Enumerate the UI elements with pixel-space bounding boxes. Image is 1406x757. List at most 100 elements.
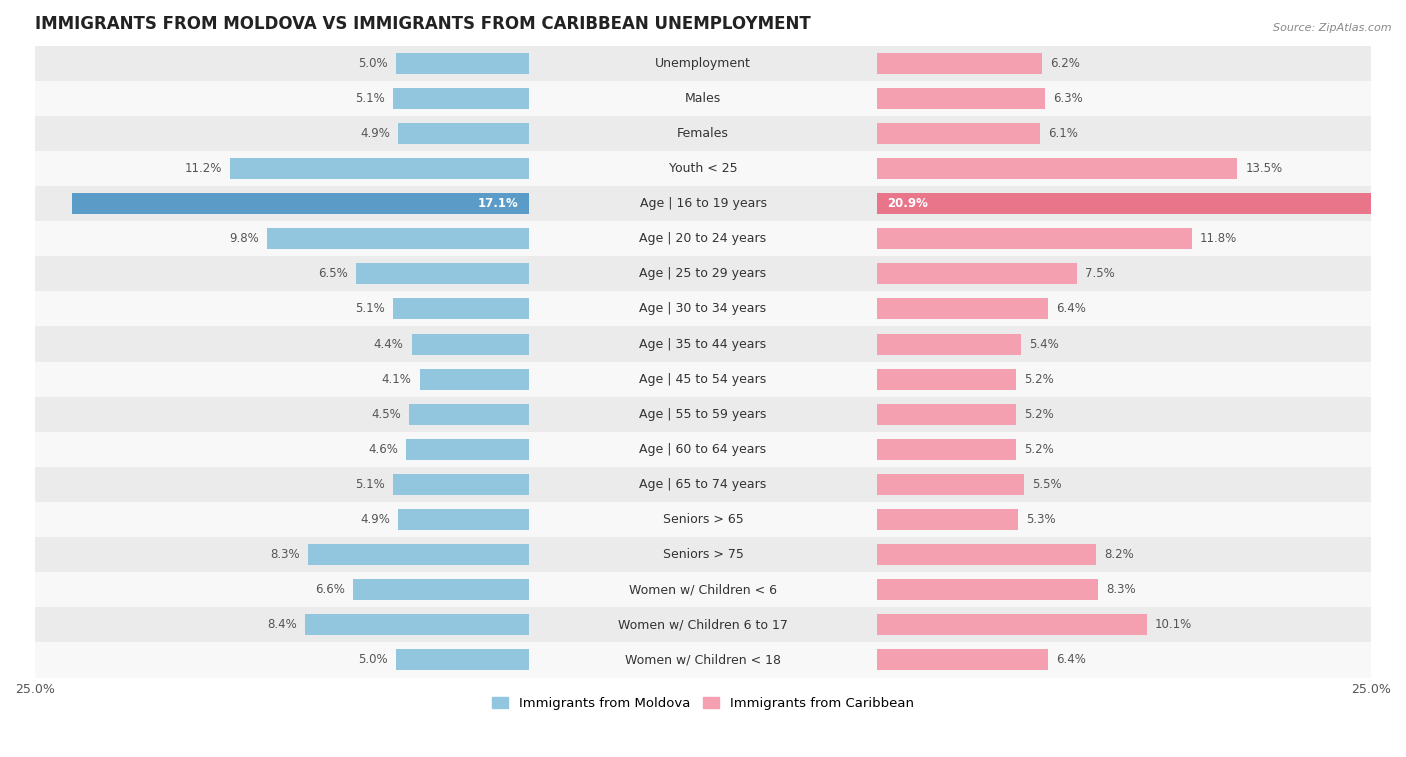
- Bar: [412, 334, 529, 354]
- Bar: [877, 298, 1047, 319]
- Bar: [394, 298, 529, 319]
- Bar: [353, 579, 529, 600]
- Bar: [35, 291, 1371, 326]
- Bar: [35, 537, 1371, 572]
- Text: 4.9%: 4.9%: [360, 127, 391, 140]
- Bar: [877, 509, 1018, 530]
- Bar: [395, 53, 529, 73]
- Text: 6.6%: 6.6%: [315, 583, 344, 597]
- Text: 4.9%: 4.9%: [360, 513, 391, 526]
- Bar: [877, 193, 1406, 214]
- Text: 8.4%: 8.4%: [267, 618, 297, 631]
- Text: Age | 55 to 59 years: Age | 55 to 59 years: [640, 408, 766, 421]
- Bar: [308, 544, 529, 565]
- Text: 13.5%: 13.5%: [1246, 162, 1282, 175]
- Bar: [877, 263, 1077, 285]
- Text: 6.4%: 6.4%: [1056, 653, 1085, 666]
- Text: 8.2%: 8.2%: [1104, 548, 1133, 561]
- Text: Source: ZipAtlas.com: Source: ZipAtlas.com: [1274, 23, 1392, 33]
- Bar: [35, 257, 1371, 291]
- Text: 6.2%: 6.2%: [1050, 57, 1080, 70]
- Text: 5.2%: 5.2%: [1024, 372, 1053, 385]
- Text: 8.3%: 8.3%: [270, 548, 299, 561]
- Text: 6.5%: 6.5%: [318, 267, 347, 280]
- Bar: [35, 467, 1371, 502]
- Bar: [35, 362, 1371, 397]
- Bar: [877, 158, 1237, 179]
- Text: Females: Females: [678, 127, 728, 140]
- Text: Age | 30 to 34 years: Age | 30 to 34 years: [640, 303, 766, 316]
- Text: 5.4%: 5.4%: [1029, 338, 1059, 350]
- Bar: [35, 45, 1371, 81]
- Text: 5.3%: 5.3%: [1026, 513, 1056, 526]
- Bar: [877, 334, 1021, 354]
- Text: Seniors > 75: Seniors > 75: [662, 548, 744, 561]
- Bar: [35, 502, 1371, 537]
- Text: 8.3%: 8.3%: [1107, 583, 1136, 597]
- Bar: [35, 81, 1371, 116]
- Bar: [35, 116, 1371, 151]
- Bar: [877, 579, 1098, 600]
- Text: Age | 45 to 54 years: Age | 45 to 54 years: [640, 372, 766, 385]
- Bar: [35, 572, 1371, 607]
- Bar: [877, 439, 1015, 460]
- Bar: [877, 403, 1015, 425]
- Text: Seniors > 65: Seniors > 65: [662, 513, 744, 526]
- Text: Women w/ Children 6 to 17: Women w/ Children 6 to 17: [619, 618, 787, 631]
- Bar: [877, 88, 1045, 109]
- Text: Age | 65 to 74 years: Age | 65 to 74 years: [640, 478, 766, 491]
- Text: Age | 35 to 44 years: Age | 35 to 44 years: [640, 338, 766, 350]
- Bar: [394, 474, 529, 495]
- Bar: [877, 650, 1047, 671]
- Text: 4.5%: 4.5%: [371, 408, 401, 421]
- Text: 4.1%: 4.1%: [382, 372, 412, 385]
- Text: Women w/ Children < 6: Women w/ Children < 6: [628, 583, 778, 597]
- Bar: [877, 544, 1095, 565]
- Text: 5.1%: 5.1%: [356, 92, 385, 104]
- Text: 7.5%: 7.5%: [1085, 267, 1115, 280]
- Bar: [420, 369, 529, 390]
- Bar: [35, 607, 1371, 643]
- Bar: [409, 403, 529, 425]
- Text: 11.8%: 11.8%: [1201, 232, 1237, 245]
- Bar: [35, 221, 1371, 257]
- Bar: [877, 228, 1192, 249]
- Text: IMMIGRANTS FROM MOLDOVA VS IMMIGRANTS FROM CARIBBEAN UNEMPLOYMENT: IMMIGRANTS FROM MOLDOVA VS IMMIGRANTS FR…: [35, 15, 811, 33]
- Text: Age | 20 to 24 years: Age | 20 to 24 years: [640, 232, 766, 245]
- Text: 5.2%: 5.2%: [1024, 443, 1053, 456]
- Bar: [877, 123, 1039, 144]
- Text: 6.1%: 6.1%: [1047, 127, 1077, 140]
- Text: Youth < 25: Youth < 25: [669, 162, 737, 175]
- Bar: [35, 151, 1371, 186]
- Bar: [398, 509, 529, 530]
- Bar: [395, 650, 529, 671]
- Text: Age | 16 to 19 years: Age | 16 to 19 years: [640, 197, 766, 210]
- Bar: [398, 123, 529, 144]
- Text: 5.0%: 5.0%: [359, 57, 388, 70]
- Text: 20.9%: 20.9%: [887, 197, 928, 210]
- Bar: [35, 431, 1371, 467]
- Text: 4.4%: 4.4%: [374, 338, 404, 350]
- Bar: [305, 615, 529, 635]
- Bar: [394, 88, 529, 109]
- Bar: [877, 369, 1015, 390]
- Text: 5.2%: 5.2%: [1024, 408, 1053, 421]
- Text: 17.1%: 17.1%: [478, 197, 519, 210]
- Text: 10.1%: 10.1%: [1154, 618, 1192, 631]
- Text: 5.0%: 5.0%: [359, 653, 388, 666]
- Text: 6.4%: 6.4%: [1056, 303, 1085, 316]
- Text: Women w/ Children < 18: Women w/ Children < 18: [626, 653, 780, 666]
- Bar: [35, 643, 1371, 678]
- Bar: [72, 193, 529, 214]
- Text: Age | 25 to 29 years: Age | 25 to 29 years: [640, 267, 766, 280]
- Bar: [877, 53, 1042, 73]
- Legend: Immigrants from Moldova, Immigrants from Caribbean: Immigrants from Moldova, Immigrants from…: [486, 692, 920, 715]
- Bar: [231, 158, 529, 179]
- Bar: [35, 186, 1371, 221]
- Text: 4.6%: 4.6%: [368, 443, 398, 456]
- Bar: [35, 397, 1371, 431]
- Bar: [877, 474, 1024, 495]
- Text: Males: Males: [685, 92, 721, 104]
- Bar: [267, 228, 529, 249]
- Bar: [406, 439, 529, 460]
